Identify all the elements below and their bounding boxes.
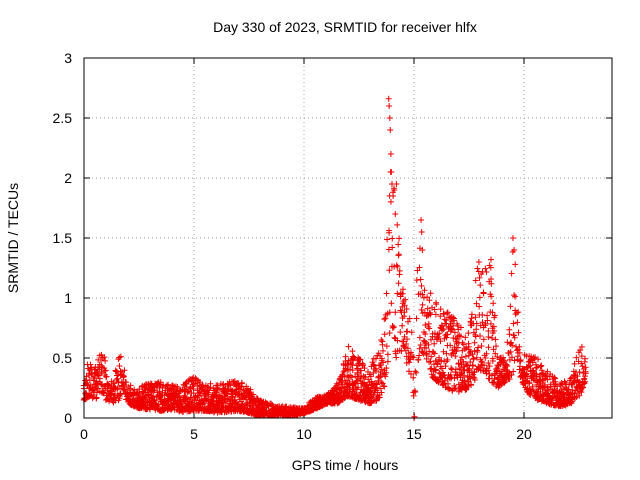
data-point bbox=[96, 375, 103, 382]
data-point bbox=[141, 393, 148, 400]
data-series bbox=[80, 95, 589, 421]
x-tick-label: 5 bbox=[190, 426, 198, 442]
data-point bbox=[98, 369, 105, 376]
data-point bbox=[207, 380, 214, 387]
data-point bbox=[88, 364, 95, 371]
data-point bbox=[86, 376, 93, 383]
data-point bbox=[227, 382, 234, 389]
data-point bbox=[190, 390, 197, 397]
y-tick-label: 0 bbox=[64, 410, 72, 426]
data-point bbox=[240, 386, 247, 393]
grid-lines bbox=[84, 58, 612, 418]
data-point bbox=[156, 388, 163, 395]
data-point bbox=[221, 386, 228, 393]
data-point bbox=[87, 361, 94, 368]
data-point bbox=[120, 373, 127, 380]
data-point bbox=[112, 367, 119, 374]
data-point bbox=[114, 384, 121, 391]
chart-title: Day 330 of 2023, SRMTID for receiver hlf… bbox=[213, 19, 477, 35]
data-point bbox=[150, 387, 157, 394]
data-point bbox=[200, 383, 207, 390]
data-point bbox=[215, 386, 222, 393]
data-point bbox=[223, 390, 230, 397]
data-point bbox=[88, 371, 95, 378]
data-point bbox=[100, 389, 107, 396]
data-point bbox=[190, 381, 197, 388]
data-point bbox=[154, 389, 161, 396]
data-point bbox=[146, 405, 153, 412]
data-point bbox=[114, 386, 121, 393]
x-tick-label: 0 bbox=[80, 426, 88, 442]
x-tick-label: 20 bbox=[516, 426, 532, 442]
data-point bbox=[114, 375, 121, 382]
data-point bbox=[102, 367, 109, 374]
data-point bbox=[219, 399, 226, 406]
x-tick-label: 15 bbox=[406, 426, 422, 442]
data-point bbox=[247, 386, 254, 393]
data-point bbox=[121, 367, 128, 374]
data-point bbox=[238, 379, 245, 386]
data-point bbox=[134, 389, 141, 396]
y-tick-label: 2 bbox=[64, 170, 72, 186]
data-point bbox=[109, 390, 116, 397]
y-tick-label: 2.5 bbox=[53, 110, 73, 126]
data-point bbox=[117, 353, 124, 360]
data-point bbox=[196, 379, 203, 386]
x-axis-label: GPS time / hours bbox=[292, 457, 399, 473]
data-point bbox=[224, 382, 231, 389]
y-tick-label: 3 bbox=[64, 50, 72, 66]
data-point bbox=[282, 403, 289, 410]
data-point bbox=[102, 367, 109, 374]
data-point bbox=[127, 385, 134, 392]
data-point bbox=[190, 380, 197, 387]
data-point bbox=[206, 387, 213, 394]
y-tick-label: 1 bbox=[64, 290, 72, 306]
data-point bbox=[94, 371, 101, 378]
y-tick-label: 1.5 bbox=[53, 230, 73, 246]
data-point bbox=[112, 391, 119, 398]
tick-labels: 0 5 10 15 20 0 0.5 1 1.5 2 2.5 3 bbox=[53, 50, 532, 442]
data-point bbox=[84, 381, 91, 388]
data-point bbox=[110, 380, 117, 387]
x-tick-label: 10 bbox=[296, 426, 312, 442]
data-point bbox=[254, 396, 261, 403]
data-point bbox=[109, 398, 116, 405]
data-point bbox=[116, 363, 123, 370]
data-point bbox=[102, 357, 109, 364]
data-point bbox=[250, 391, 257, 398]
data-point bbox=[224, 390, 231, 397]
data-point bbox=[101, 354, 108, 361]
data-point bbox=[214, 382, 221, 389]
y-tick-label: 0.5 bbox=[53, 350, 73, 366]
data-point bbox=[212, 389, 219, 396]
data-point bbox=[81, 395, 88, 402]
data-point bbox=[103, 373, 110, 380]
data-point bbox=[238, 398, 245, 405]
y-axis-label: SRMTID / TECUs bbox=[5, 183, 21, 293]
data-point bbox=[151, 397, 158, 404]
